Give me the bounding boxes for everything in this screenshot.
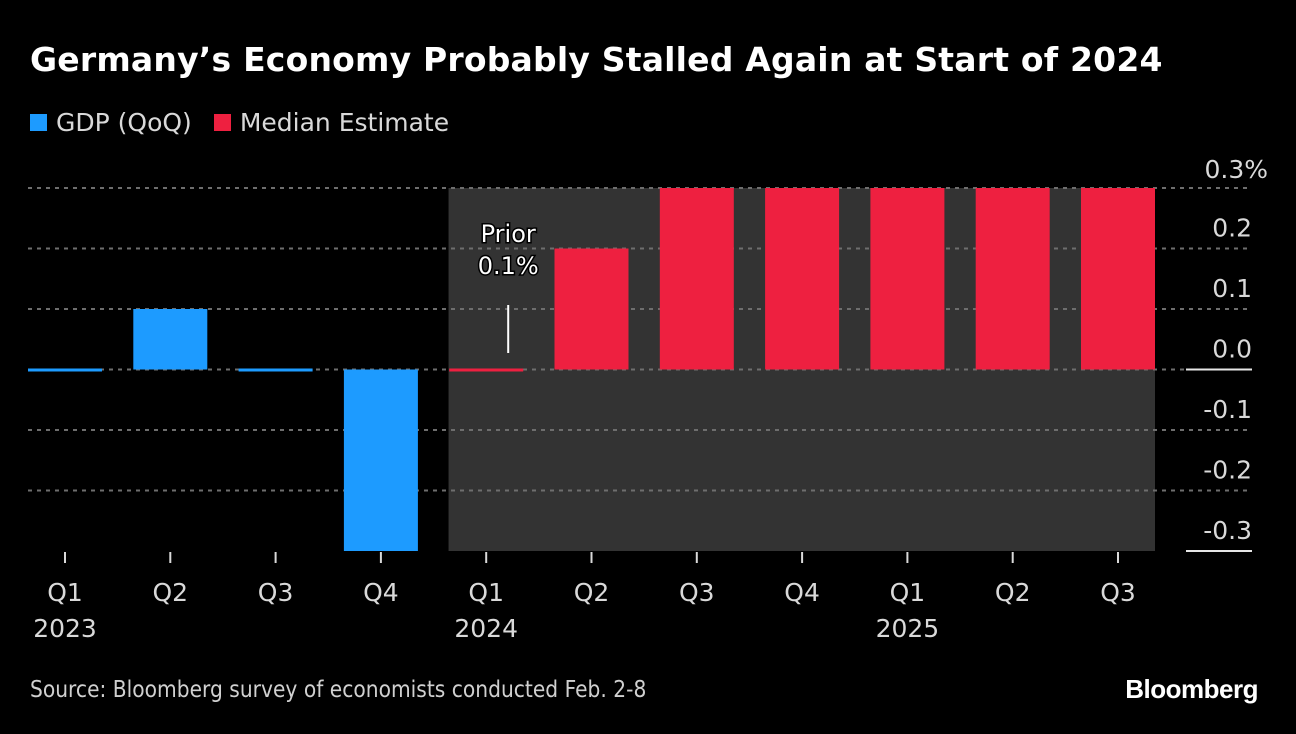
annotation-text: 0.1% xyxy=(478,252,539,280)
legend: GDP (QoQ) Median Estimate xyxy=(30,108,471,137)
legend-item-median: Median Estimate xyxy=(213,108,450,137)
x-tick-label: Q2 xyxy=(153,578,189,607)
bar-gdp-3 xyxy=(343,369,418,551)
legend-swatch-gdp xyxy=(30,114,47,131)
y-tick-label: -0.1 xyxy=(1203,395,1252,424)
x-tick-label: Q4 xyxy=(784,578,820,607)
legend-label-median: Median Estimate xyxy=(239,108,450,137)
chart-title: Germany’s Economy Probably Stalled Again… xyxy=(30,40,1163,79)
legend-swatch-median xyxy=(213,114,231,131)
bar-median-8 xyxy=(870,188,945,370)
x-tick-label: Q4 xyxy=(363,578,399,607)
bar-median-7 xyxy=(765,188,840,370)
x-tick-label: Q3 xyxy=(1100,578,1136,607)
bar-gdp-0 xyxy=(28,368,102,372)
x-tick-label: Q1 xyxy=(468,578,504,607)
y-tick-label: 0.2 xyxy=(1212,214,1252,243)
x-tick-label: Q3 xyxy=(258,578,294,607)
x-tick-year-label: 2024 xyxy=(454,614,518,643)
x-tick-label: Q1 xyxy=(47,578,83,607)
x-tick-label: Q2 xyxy=(574,578,610,607)
source-note: Source: Bloomberg survey of economists c… xyxy=(30,677,647,703)
bloomberg-logo: Bloomberg xyxy=(1125,674,1258,704)
bar-gdp-1 xyxy=(133,309,208,370)
y-tick-label: -0.3 xyxy=(1203,516,1252,545)
x-tick-year-label: 2025 xyxy=(876,614,940,643)
y-tick-label: 0.1 xyxy=(1212,274,1252,303)
x-tick-label: Q3 xyxy=(679,578,715,607)
bar-median-5 xyxy=(554,248,629,370)
y-tick-label: 0.0 xyxy=(1212,335,1252,364)
bar-median-10 xyxy=(1081,188,1155,370)
annotation-text: Prior xyxy=(481,220,536,248)
bar-median-6 xyxy=(659,188,734,370)
bar-median-4 xyxy=(449,368,524,372)
y-tick-label: 0.3% xyxy=(1204,155,1268,184)
legend-label-gdp: GDP (QoQ) xyxy=(56,108,192,137)
y-tick-label: -0.2 xyxy=(1203,456,1252,485)
bar-gdp-2 xyxy=(238,368,313,372)
x-tick-year-label: 2023 xyxy=(33,614,97,643)
x-tick-label: Q2 xyxy=(995,578,1031,607)
bar-median-9 xyxy=(975,188,1050,370)
x-tick-label: Q1 xyxy=(890,578,926,607)
legend-item-gdp: GDP (QoQ) xyxy=(30,108,192,137)
